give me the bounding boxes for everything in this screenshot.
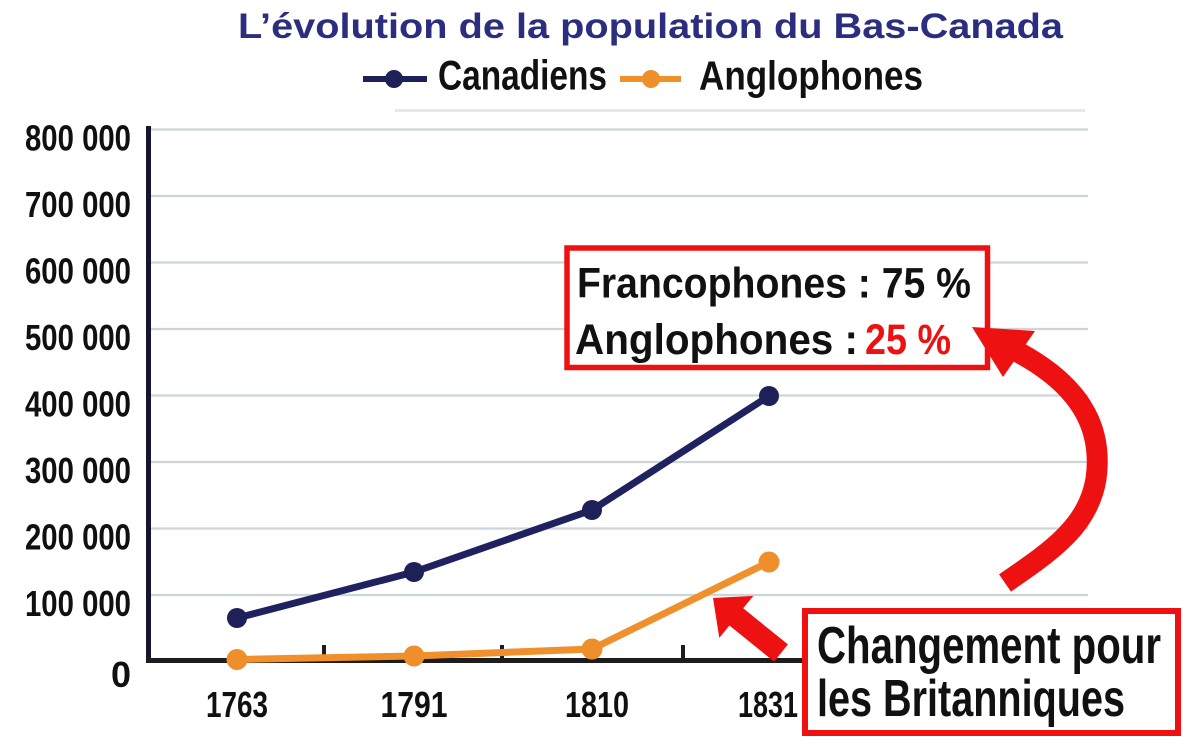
svg-text:200 000: 200 000 xyxy=(25,517,131,558)
svg-text:400 000: 400 000 xyxy=(25,384,131,425)
svg-text:1810: 1810 xyxy=(565,684,629,725)
svg-text:les Britanniques: les Britanniques xyxy=(817,670,1125,728)
svg-text:L’évolution de la population d: L’évolution de la population du Bas-Cana… xyxy=(238,7,1064,46)
svg-text:300 000: 300 000 xyxy=(25,450,131,491)
svg-text:Francophones : 75 %: Francophones : 75 % xyxy=(577,260,971,308)
svg-text:Anglophones: Anglophones xyxy=(699,53,923,99)
svg-text:25 %: 25 % xyxy=(865,316,951,364)
svg-text:1831: 1831 xyxy=(738,684,798,725)
svg-text:Changement pour: Changement pour xyxy=(817,617,1161,675)
svg-text:100 000: 100 000 xyxy=(25,583,131,624)
svg-text:800 000: 800 000 xyxy=(25,118,131,159)
svg-text:700 000: 700 000 xyxy=(25,184,131,225)
svg-text:Canadiens: Canadiens xyxy=(438,52,607,99)
svg-text:500 000: 500 000 xyxy=(25,317,131,358)
svg-text:1763: 1763 xyxy=(206,684,268,725)
svg-text:0: 0 xyxy=(111,654,131,695)
svg-text:600 000: 600 000 xyxy=(25,251,131,292)
svg-text:Anglophones :: Anglophones : xyxy=(575,316,858,364)
svg-text:1791: 1791 xyxy=(381,684,448,725)
